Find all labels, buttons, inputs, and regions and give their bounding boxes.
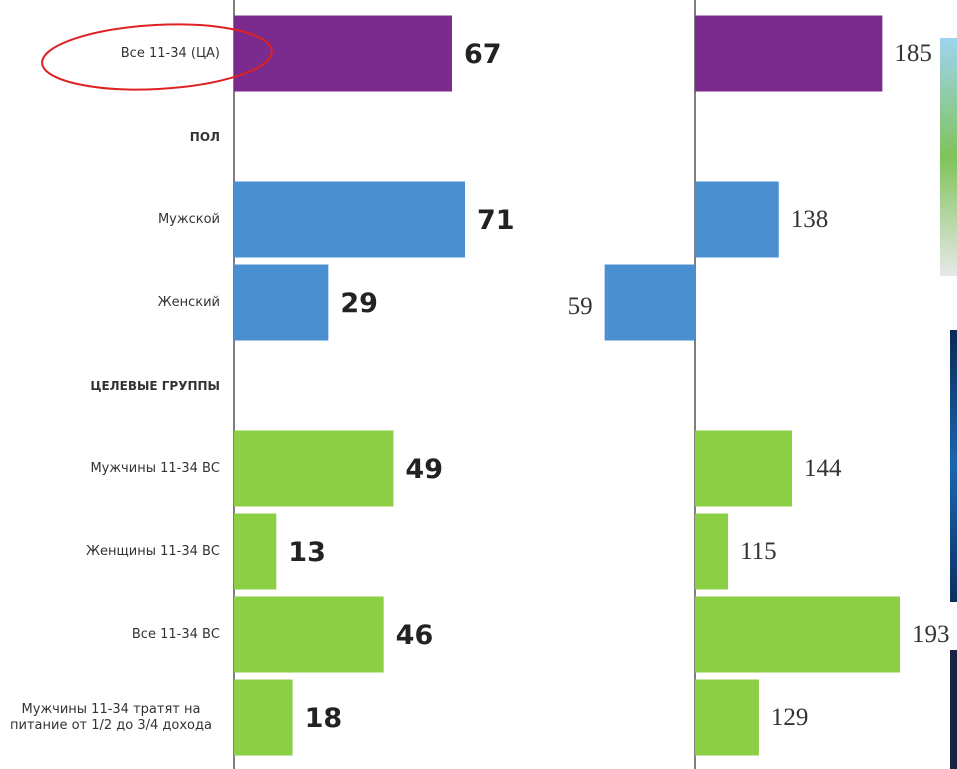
- bar: [234, 181, 465, 258]
- value-label: 115: [740, 538, 777, 565]
- side-image: [950, 650, 957, 769]
- bar: [234, 15, 452, 92]
- value-label: 46: [396, 620, 434, 651]
- bar: [695, 679, 759, 756]
- category-label: Все 11-34 ВС: [131, 626, 220, 642]
- plot: 67 71 29 49 13 46 18 185 138 59 144 115 193 129: [233, 0, 950, 769]
- value-label: 59: [568, 293, 593, 320]
- bar: [695, 430, 792, 507]
- highlight-circle: [41, 23, 273, 91]
- value-label: 18: [305, 703, 343, 734]
- value-label: 49: [405, 454, 443, 485]
- value-label: 13: [288, 537, 326, 568]
- bar: [604, 264, 695, 341]
- category-label: ПОЛ: [189, 129, 220, 144]
- bar: [234, 430, 394, 507]
- value-label: 129: [771, 704, 809, 731]
- side-image: [940, 38, 957, 276]
- category-label: Мужчины 11-34 ВС: [90, 460, 220, 476]
- bar: [234, 264, 329, 341]
- bar: [695, 513, 729, 590]
- value-label: 67: [464, 39, 502, 70]
- bar: [695, 596, 900, 673]
- value-label: 138: [791, 206, 829, 233]
- value-label: 29: [340, 288, 378, 319]
- bar: [695, 181, 779, 258]
- bar: [234, 513, 277, 590]
- category-label: Мужской: [157, 211, 220, 227]
- value-label: 144: [804, 455, 842, 482]
- side-image: [950, 330, 957, 602]
- bar: [234, 679, 293, 756]
- category-label: Мужчины 11-34 тратят на питание от 1/2 д…: [10, 701, 212, 733]
- bar: [695, 15, 883, 92]
- value-label: 185: [894, 40, 932, 67]
- bar: [234, 596, 384, 673]
- category-label: Все 11-34 (ЦА): [120, 45, 220, 61]
- category-label: Женщины 11-34 ВС: [86, 543, 220, 559]
- category-label: Женский: [157, 294, 220, 310]
- category-label: ЦЕЛЕВЫЕ ГРУППЫ: [90, 378, 220, 393]
- value-label: 71: [477, 205, 515, 236]
- value-label: 193: [912, 621, 950, 648]
